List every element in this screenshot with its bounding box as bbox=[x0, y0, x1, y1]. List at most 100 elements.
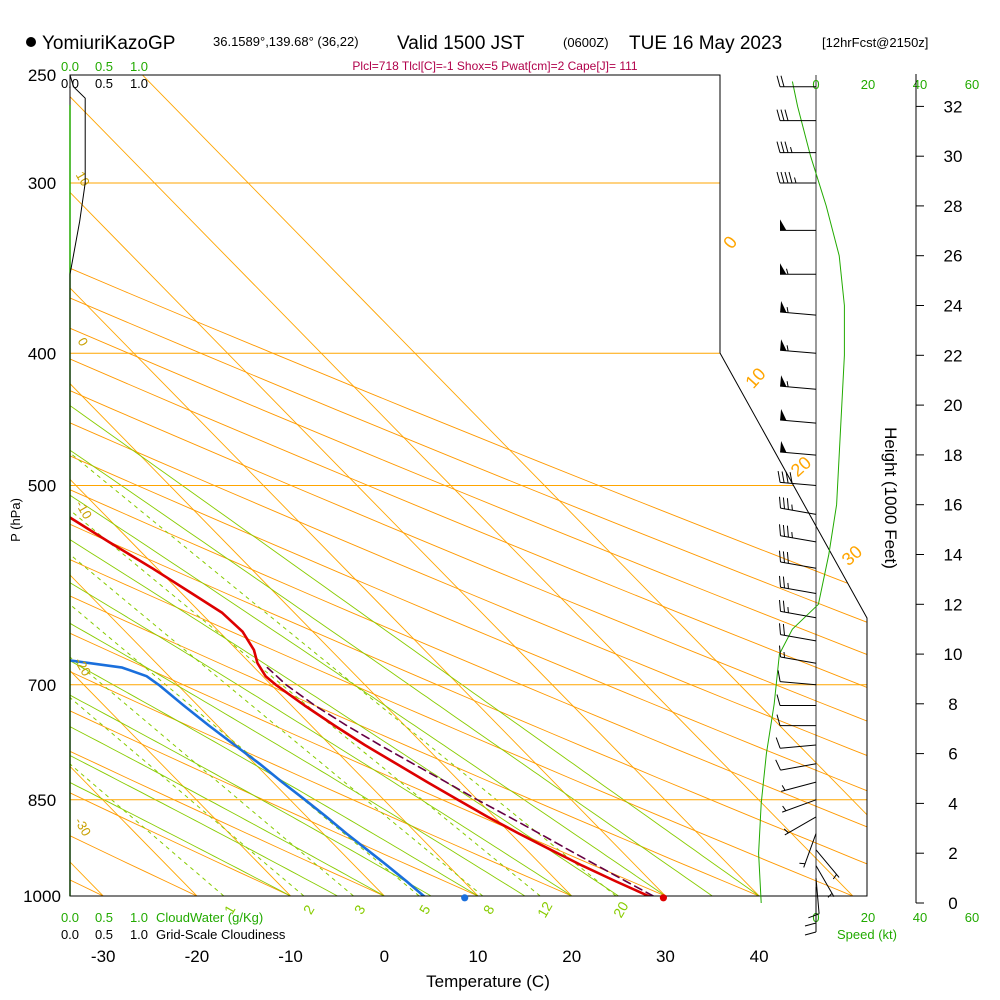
wind-barb bbox=[779, 599, 817, 619]
pressure-tick-label: 250 bbox=[28, 66, 56, 85]
station-name: YomiuriKazoGP bbox=[42, 33, 175, 54]
height-tick-label: 0 bbox=[948, 894, 957, 913]
wind-barb bbox=[780, 301, 817, 316]
wind-barb bbox=[782, 799, 817, 813]
wind-barb-shaft bbox=[780, 451, 817, 456]
mixing-ratio-line bbox=[70, 352, 305, 896]
wind-barb-half-flag bbox=[787, 582, 789, 589]
x-axis-title: Temperature (C) bbox=[426, 972, 550, 991]
cloudwater-bottom-tick-2: 1.0 bbox=[130, 910, 148, 925]
wind-barb-flag bbox=[779, 550, 781, 563]
wind-barb-flag bbox=[784, 141, 789, 153]
x-tick-label: 20 bbox=[562, 947, 581, 966]
moist-adiabat-line bbox=[70, 75, 432, 896]
left-isotherm-label: -30 bbox=[72, 815, 94, 839]
height-tick-label: 2 bbox=[948, 844, 957, 863]
pressure-tick-label: 1000 bbox=[23, 887, 61, 906]
dry-adiabat-line bbox=[70, 75, 867, 896]
wind-barb-flag bbox=[785, 471, 789, 484]
wind-barb bbox=[779, 496, 817, 515]
wind-barb-pennant bbox=[780, 263, 787, 275]
wind-barb-flag bbox=[786, 498, 789, 510]
wind-barb-shaft bbox=[780, 610, 817, 619]
wind-barb bbox=[779, 575, 817, 594]
wind-panel: 0 0 20 20 40 40 60 60 bbox=[758, 75, 979, 936]
mixing-ratio-label: 12 bbox=[534, 899, 556, 921]
isotherm-line bbox=[70, 75, 628, 896]
moist-adiabat-line bbox=[70, 75, 666, 896]
wind-barb-flag bbox=[775, 759, 781, 771]
wind-speed-label: Speed (kt) bbox=[837, 927, 897, 942]
wind-barb bbox=[799, 833, 817, 868]
wind-barb bbox=[779, 524, 817, 543]
wind-barb-half-flag bbox=[832, 874, 838, 880]
wind-barb-shaft bbox=[781, 781, 817, 792]
height-tick-label: 6 bbox=[948, 745, 957, 764]
isotherm-line bbox=[70, 75, 815, 896]
wind-barb-flag bbox=[779, 599, 781, 612]
moist-adiabat-line bbox=[70, 75, 526, 896]
wind-barb-flag bbox=[777, 670, 781, 682]
moist-adiabat-line bbox=[70, 75, 619, 896]
cloudwater-top-tick-2: 1.0 bbox=[130, 59, 148, 74]
moist-adiabat-line bbox=[70, 75, 385, 896]
wind-bottom-tick-label: 40 bbox=[913, 910, 927, 925]
wind-top-tick-label: 20 bbox=[861, 77, 875, 92]
wind-barb-flag bbox=[784, 109, 789, 121]
wind-barb-flag bbox=[780, 109, 785, 121]
wind-barb-half-flag bbox=[791, 532, 793, 538]
isotherm-line bbox=[70, 75, 867, 896]
dry-adiabat-line bbox=[70, 75, 126, 896]
cloudiness-bottom-tick-1: 0.5 bbox=[95, 927, 113, 942]
x-tick-label: -10 bbox=[278, 947, 303, 966]
cloudiness-profile-line bbox=[69, 74, 86, 896]
pressure-tick-label: 400 bbox=[28, 344, 56, 363]
wind-barb-flag bbox=[779, 524, 781, 536]
wind-barb-flag bbox=[786, 525, 789, 538]
wind-barb bbox=[779, 550, 817, 569]
wind-barb-flag bbox=[776, 75, 781, 87]
dewpoint-line bbox=[70, 101, 428, 896]
height-tick-label: 22 bbox=[944, 346, 963, 365]
wind-barb-shaft bbox=[784, 816, 817, 836]
wind-barb bbox=[775, 759, 817, 771]
wind-barb-flag bbox=[776, 714, 781, 726]
wind-barb-shaft bbox=[780, 419, 817, 424]
wind-barb-flag bbox=[776, 694, 781, 706]
wind-barb-shaft bbox=[780, 481, 817, 486]
wind-top-tick-label: 60 bbox=[965, 77, 979, 92]
wind-barb-half-flag bbox=[799, 862, 806, 865]
dry-adiabat-line bbox=[70, 75, 867, 896]
mixing-ratio-line bbox=[70, 352, 420, 896]
dry-adiabat-line bbox=[70, 75, 867, 896]
wind-barb-flag bbox=[786, 552, 789, 564]
height-tick-label: 24 bbox=[944, 297, 963, 316]
wind-barb-shaft bbox=[780, 561, 817, 569]
dry-adiabat-line bbox=[70, 75, 703, 896]
mixing-ratio-label: 5 bbox=[416, 902, 434, 917]
left-isotherm-label: 0 bbox=[75, 335, 92, 349]
wind-barb-pennant bbox=[780, 441, 787, 453]
wind-barb-pennant bbox=[780, 375, 787, 387]
height-tick-label: 10 bbox=[944, 645, 963, 664]
dry-adiabat-line bbox=[70, 75, 318, 896]
wind-barb-half-flag bbox=[783, 828, 789, 834]
temperature-line bbox=[70, 101, 662, 896]
wind-barb bbox=[815, 865, 835, 898]
isotherm-line bbox=[70, 75, 159, 896]
moist-adiabat-line bbox=[70, 75, 479, 896]
wind-barb bbox=[780, 375, 817, 390]
wind-barb bbox=[777, 670, 817, 686]
wind-barb-flag bbox=[782, 623, 785, 636]
cloudwater-top-tick-1: 0.5 bbox=[95, 59, 113, 74]
height-tick-label: 18 bbox=[944, 446, 963, 465]
wind-bottom-tick-label: 60 bbox=[965, 910, 979, 925]
wind-barb-flag bbox=[779, 623, 781, 635]
isotherm-line bbox=[70, 75, 722, 896]
wind-barb bbox=[776, 141, 816, 154]
dry-adiabat-line bbox=[70, 75, 867, 896]
wind-barb-half-flag bbox=[794, 177, 797, 184]
cloud-panel bbox=[69, 74, 86, 896]
dry-adiabat-line bbox=[70, 75, 867, 896]
wind-barb bbox=[776, 75, 816, 88]
